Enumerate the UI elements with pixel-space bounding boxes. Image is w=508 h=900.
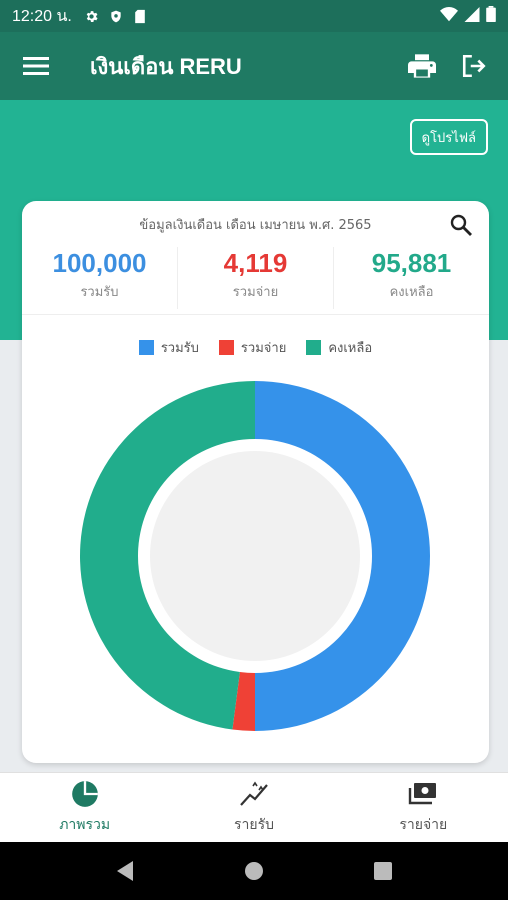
income-value: 100,000 [52, 248, 147, 278]
legend-label: รวมจ่าย [240, 341, 287, 356]
battery-icon [486, 6, 496, 26]
donut-slice[interactable] [80, 381, 255, 730]
bottom-navigation: ภาพรวม รายรับ รายจ่าย [0, 772, 508, 842]
recents-button[interactable] [363, 851, 403, 891]
expense-label: รวมจ่าย [232, 285, 279, 300]
nav-income-label: รายรับ [233, 816, 274, 833]
salary-summary-card: ข้อมูลเงินเดือน เดือน เมษายน พ.ศ. 2565 1… [22, 201, 489, 763]
legend-swatch [218, 340, 234, 355]
salary-donut-chart [80, 381, 430, 731]
expense-value: 4,119 [223, 248, 288, 278]
divider [22, 314, 489, 315]
balance-value: 95,881 [371, 248, 452, 278]
nav-expense-label: รายจ่าย [399, 816, 448, 833]
stat-expense: 4,119 รวมจ่าย [178, 247, 334, 309]
status-time: 12:20 น. [12, 7, 72, 25]
legend-swatch [306, 340, 322, 355]
income-label: รวมรับ [80, 285, 119, 300]
nav-overview[interactable]: ภาพรวม [0, 773, 169, 842]
legend-label: คงเหลือ [328, 341, 373, 356]
legend-swatch [138, 340, 154, 355]
balance-label: คงเหลือ [389, 285, 434, 300]
system-navigation-bar [0, 842, 508, 900]
stat-balance: 95,881 คงเหลือ [334, 247, 489, 309]
donut-slice[interactable] [232, 672, 255, 731]
sd-card-icon [132, 8, 148, 24]
donut-center [150, 451, 360, 661]
search-button[interactable] [449, 213, 475, 239]
wifi-icon [440, 6, 458, 26]
donut-inner-ring [138, 439, 372, 673]
search-icon [450, 214, 472, 236]
print-icon [408, 54, 436, 78]
chart-legend: รวมรับ รวมจ่าย คงเหลือ [22, 337, 489, 358]
settings-gear-icon [84, 8, 100, 24]
shield-icon [108, 8, 124, 24]
hamburger-icon [23, 57, 49, 75]
home-button[interactable] [234, 851, 274, 891]
back-triangle-icon [116, 861, 133, 881]
view-profile-button[interactable]: ดูโปรไฟล์ [409, 119, 488, 155]
summary-stats: 100,000 รวมรับ 4,119 รวมจ่าย 95,881 คงเห… [22, 247, 489, 309]
back-button[interactable] [105, 851, 145, 891]
nav-overview-label: ภาพรวม [59, 816, 111, 833]
legend-item[interactable]: คงเหลือ [306, 337, 372, 358]
pie-chart-icon [70, 780, 100, 808]
logout-icon [462, 54, 486, 78]
home-circle-icon [244, 862, 263, 880]
legend-item[interactable]: รวมจ่าย [218, 337, 287, 358]
legend-item[interactable]: รวมรับ [138, 337, 199, 358]
payments-icon [408, 780, 438, 808]
logout-button[interactable] [448, 32, 500, 100]
legend-label: รวมรับ [160, 341, 199, 356]
print-button[interactable] [396, 32, 448, 100]
recents-square-icon [374, 862, 393, 880]
app-bar: เงินเดือน RERU [0, 32, 508, 100]
donut-slice[interactable] [255, 381, 430, 731]
app-title: เงินเดือน RERU [90, 53, 242, 79]
summary-caption: ข้อมูลเงินเดือน เดือน เมษายน พ.ศ. 2565 [139, 218, 372, 233]
nav-income[interactable]: รายรับ [169, 773, 338, 842]
status-bar: 12:20 น. [0, 0, 508, 32]
nav-expense[interactable]: รายจ่าย [339, 773, 508, 842]
stat-income: 100,000 รวมรับ [22, 247, 178, 309]
menu-button[interactable] [0, 32, 72, 100]
signal-icon [464, 6, 480, 26]
trending-up-icon [239, 780, 269, 808]
